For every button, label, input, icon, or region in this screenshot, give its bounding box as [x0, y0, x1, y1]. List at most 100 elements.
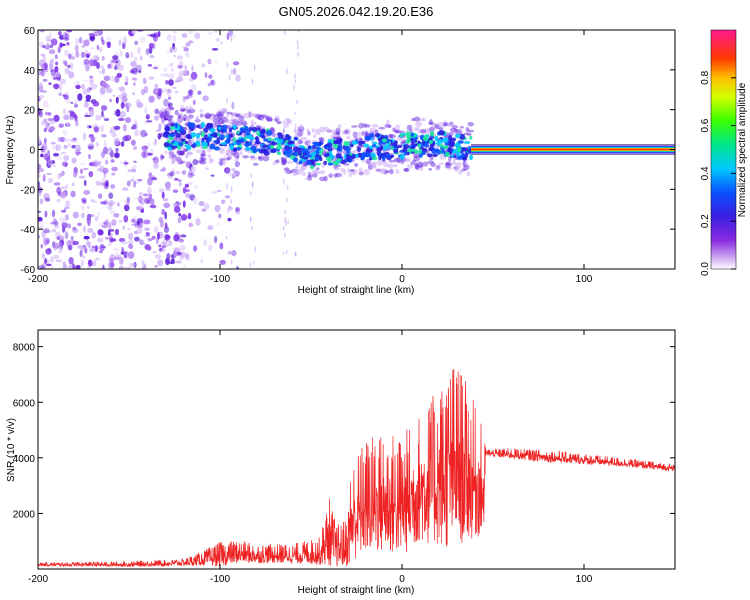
spectrogram-ridge-blob [382, 155, 386, 161]
spectrogram-clutter-blob [127, 251, 135, 259]
spectrogram-clutter-blob [165, 79, 169, 85]
spectrogram-clutter-blob [53, 222, 59, 229]
spectrogram-ridge-blob [292, 157, 298, 163]
spectrogram-clutter-blob [186, 151, 193, 156]
spectrogram-ridge-blob [200, 131, 205, 138]
spectrogram-halo-blob [311, 127, 316, 133]
spectrogram-halo-blob [227, 154, 233, 158]
spectrogram-ridge-blob [176, 145, 182, 150]
spectrogram-ridge-blob [296, 147, 303, 151]
spectrogram-clutter-blob [178, 181, 182, 187]
spectrogram-clutter-blob [38, 265, 45, 269]
spectrogram-halo-blob [428, 121, 434, 125]
spectrogram-clutter-blob [72, 211, 80, 219]
spectrogram-clutter-blob [235, 74, 241, 82]
spectrogram-halo-blob [445, 162, 453, 166]
spectrogram-clutter-blob [210, 79, 214, 85]
spectrogram-clutter-blob [178, 70, 184, 78]
spectrogram-streak [285, 249, 288, 255]
spectrogram-clutter-blob [184, 189, 190, 193]
spectrogram-clutter-blob [180, 234, 187, 238]
spectrogram-clutter-blob [42, 100, 50, 108]
spectrogram-clutter-blob [146, 187, 152, 194]
spectrogram-clutter-blob [127, 232, 134, 241]
spectrogram-clutter-blob [176, 55, 183, 60]
spectrogram-streak [285, 220, 287, 226]
spectrogram-ridge-blob [217, 126, 222, 131]
spectrogram-clutter-blob [63, 154, 70, 161]
spectrogram-halo-blob [330, 173, 337, 177]
spectrogram-clutter-blob [229, 172, 236, 178]
spectrogram-clutter-blob [179, 244, 186, 251]
spectrogram-halo-blob [455, 128, 463, 135]
spectrogram-clutter-blob [227, 250, 233, 255]
spectrogram-clutter-blob [125, 203, 130, 206]
spectrogram-clutter-blob [174, 178, 179, 181]
spectrogram-clutter-blob [190, 71, 198, 80]
spectrogram-ridge-blob [454, 133, 461, 139]
spectrogram-clutter-blob [124, 117, 132, 124]
spectrogram-clutter-blob [93, 126, 100, 133]
spectrogram-clutter-blob [172, 250, 178, 258]
spectrogram-ridge-blob [272, 142, 278, 146]
spectrogram-halo-blob [353, 163, 359, 167]
spectrogram-clutter-blob [175, 251, 182, 256]
spectrogram-clutter-blob [60, 190, 67, 199]
spectrogram-clutter-blob [177, 64, 183, 69]
spectrogram-clutter-blob [165, 49, 172, 53]
spectrogram-clutter-blob [91, 245, 96, 249]
spectrogram-ridge-blob [276, 146, 283, 150]
spectrogram-clutter-blob [70, 190, 76, 198]
spectrogram-clutter-blob [85, 99, 91, 102]
spectrogram-clutter-blob [126, 55, 130, 58]
spectrogram-clutter-blob [171, 169, 175, 175]
spectrogram-clutter-blob [221, 199, 226, 205]
spectrogram-clutter-blob [146, 152, 153, 156]
spectrogram-ridge-blob [449, 141, 455, 146]
spectrogram-halo-blob [251, 112, 256, 118]
spectrogram-clutter-blob [188, 182, 194, 185]
spectrogram-halo-blob [365, 158, 371, 165]
spectrogram-clutter-blob [179, 255, 184, 261]
spectrogram-clutter-blob [232, 68, 237, 75]
spectrogram-halo-blob [274, 118, 279, 122]
spectrogram-clutter-blob [133, 160, 137, 164]
spectrogram-clutter-blob [80, 259, 85, 268]
spectrogram-ridge-blob [221, 124, 228, 129]
spectrogram-clutter-blob [137, 47, 141, 54]
spectrogram-halo-blob [218, 111, 225, 117]
spectrogram-clutter-blob [178, 60, 184, 69]
spectrogram-clutter-blob [89, 108, 94, 117]
spectrogram-clutter-blob [177, 217, 182, 224]
spectrogram-halo-blob [437, 122, 445, 128]
spectrogram-streak [249, 191, 252, 196]
spectrogram-halo-blob [199, 113, 204, 118]
spectrogram-clutter-blob [185, 106, 189, 110]
spectrogram-halo-blob [330, 134, 336, 138]
spectrogram-clutter-blob [170, 258, 175, 264]
spectrogram-halo-blob [260, 116, 264, 122]
spectrogram-halo-blob [186, 108, 191, 114]
spectrogram-ridge-blob [276, 151, 281, 156]
spectrogram-clutter-blob [146, 245, 152, 251]
spectrogram-ridge-blob [307, 145, 312, 150]
spectrogram-halo-blob [190, 140, 195, 144]
spectrogram-clutter-blob [47, 118, 54, 122]
spectrogram-clutter-blob [113, 212, 119, 217]
spectrogram-ridge-blob [371, 141, 378, 145]
spectrogram-ridge-blob [232, 137, 237, 142]
spectrogram-ridge-blob [337, 147, 343, 152]
spectrogram-clutter-blob [49, 126, 56, 132]
spectrogram-clutter-blob [122, 251, 129, 258]
colorbar-tick-label: 0.2 [700, 214, 711, 228]
spectrogram-clutter-blob [194, 32, 201, 40]
spectrogram-clutter-blob [235, 266, 240, 269]
spectrogram-halo-blob [195, 149, 202, 154]
spectrogram-clutter-blob [139, 55, 143, 61]
x-tick-label: -200 [28, 274, 48, 285]
spectrogram-clutter-blob [149, 148, 154, 154]
y-tick-label: 8000 [13, 343, 36, 354]
spectrogram-halo-blob [434, 167, 440, 171]
spectrogram-clutter-blob [52, 145, 57, 150]
spectrogram-clutter-blob [62, 226, 66, 233]
